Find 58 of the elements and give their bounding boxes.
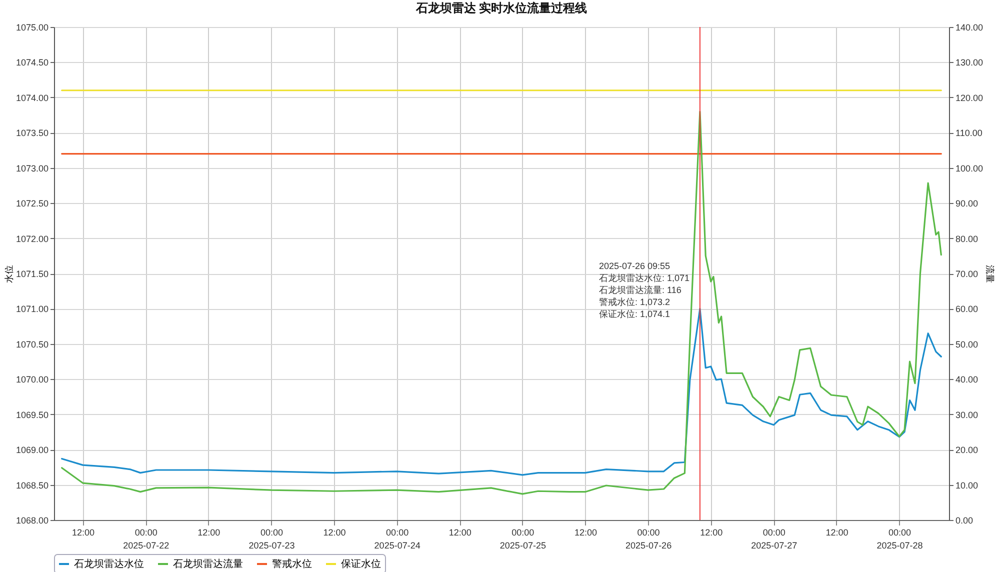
y-tick-label: 1072.00	[16, 234, 48, 244]
y-tick-label: 1075.00	[16, 22, 48, 32]
line-series	[61, 110, 942, 495]
y-tick-label: 1070.50	[16, 339, 48, 350]
y-tick-label: 1073.00	[16, 163, 48, 174]
legend-label: 石龙坝雷达流量	[173, 558, 243, 570]
legend-label: 保证水位	[341, 558, 381, 570]
chart-title: 石龙坝雷达 实时水位流量过程线	[414, 1, 588, 15]
y-tick-label: 1071.50	[16, 269, 48, 279]
y-tick-label: 1069.50	[16, 410, 48, 420]
y-tick-label: 1073.50	[16, 128, 48, 138]
annotation: 保证水位: 1,074.1	[599, 309, 670, 319]
x-tick-label: 12:00	[700, 528, 723, 538]
y2-tick-label: 0.00	[956, 516, 974, 526]
x-tick-label: 00:00 2025-07-26	[626, 528, 672, 550]
annotation: 石龙坝雷达流量: 116	[599, 285, 682, 295]
y2-tick-label: 60.00	[956, 304, 978, 314]
y-tick-label: 1069.00	[16, 445, 48, 456]
y2-tick-label: 90.00	[956, 198, 978, 209]
x-tick-label: 12:00	[323, 528, 346, 538]
x-tick-label: 00:00 2025-07-22	[123, 528, 170, 550]
y-tick-label: 1072.50	[16, 198, 48, 209]
y2-tick-label: 10.00	[956, 480, 978, 490]
y2-tick-label: 80.00	[956, 234, 978, 244]
y2-tick-label: 100.00	[956, 163, 984, 174]
x-tick-label: 12:00	[826, 528, 848, 538]
y2-tick-label: 130.00	[956, 58, 984, 68]
annotation: 2025-07-26 09:55	[599, 261, 670, 271]
x-tick-label: 12:00	[574, 528, 598, 538]
y2-tick-label: 140.00	[956, 22, 984, 32]
y-tick-label: 1071.00	[16, 304, 48, 314]
y2-tick-label: 30.00	[956, 410, 978, 420]
y2-tick-label: 120.00	[956, 92, 984, 103]
y2-tick-label: 20.00	[956, 445, 978, 456]
y-tick-label: 1068.00	[16, 516, 48, 526]
y2-tick-label: 70.00	[956, 269, 978, 279]
line-series	[61, 308, 942, 476]
x-tick-label: 00:00 2025-07-25	[500, 528, 546, 550]
x-tick-label: 00:00 2025-07-27	[751, 528, 798, 550]
y2-axis-title: 流量	[985, 265, 996, 283]
x-tick-label: 00:00 2025-07-23	[248, 528, 295, 550]
y2-tick-label: 40.00	[956, 374, 978, 385]
y-tick-label: 1074.00	[16, 92, 48, 103]
annotation: 石龙坝雷达水位: 1,071	[599, 273, 690, 283]
x-tick-label: 00:00 2025-07-28	[876, 528, 923, 550]
y-axis-title: 水位	[4, 265, 14, 283]
annotation: 警戒水位: 1,073.2	[599, 297, 670, 307]
legend-label: 警戒水位	[272, 558, 312, 570]
y2-tick-label: 50.00	[956, 339, 978, 350]
x-tick-label: 12:00	[72, 528, 95, 538]
legend-label: 石龙坝雷达水位	[74, 558, 144, 570]
y-tick-label: 1074.50	[16, 58, 48, 68]
y2-tick-label: 110.00	[956, 128, 982, 138]
x-tick-label: 12:00	[198, 528, 220, 538]
y-tick-label: 1070.00	[16, 374, 48, 385]
y-tick-label: 1068.50	[16, 480, 48, 490]
x-tick-label: 12:00	[448, 528, 472, 538]
x-tick-label: 00:00 2025-07-24	[374, 528, 420, 550]
